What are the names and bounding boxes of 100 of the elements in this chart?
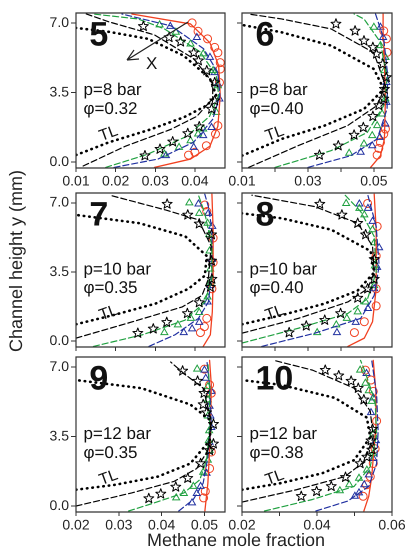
point — [194, 296, 205, 308]
point — [358, 492, 368, 501]
point — [360, 228, 372, 240]
x-tick-label: 0.04 — [148, 516, 176, 532]
point — [355, 488, 363, 496]
point — [200, 200, 210, 210]
point — [213, 48, 222, 58]
point — [366, 444, 378, 455]
point — [360, 210, 368, 218]
point — [196, 482, 205, 489]
point — [346, 375, 357, 386]
point — [206, 228, 217, 240]
point — [368, 254, 380, 264]
point — [216, 64, 225, 74]
point — [190, 148, 200, 157]
point — [155, 488, 166, 499]
y-tick-label: 0.0 — [50, 332, 70, 348]
point — [194, 130, 202, 137]
point — [194, 120, 205, 132]
point — [182, 308, 193, 318]
point — [361, 451, 372, 462]
point — [205, 426, 214, 434]
point — [314, 149, 325, 160]
point — [364, 304, 372, 311]
point — [206, 52, 214, 60]
x-tick-label: 0.03 — [294, 172, 322, 188]
point — [371, 48, 382, 59]
annotation: 6 — [256, 16, 274, 54]
y-tick-label: 0.0 — [50, 496, 70, 513]
point — [368, 273, 380, 284]
annotation: φ=0.38 — [250, 442, 304, 462]
point — [192, 375, 204, 386]
point — [366, 472, 375, 482]
point — [372, 251, 381, 260]
point — [376, 132, 384, 140]
annotation: 7 — [89, 196, 108, 234]
point — [175, 36, 186, 47]
point — [199, 49, 208, 56]
point — [378, 93, 390, 104]
point — [378, 109, 386, 116]
annotation: 8 — [256, 196, 274, 234]
point — [361, 378, 370, 386]
x-tick-label: 0.01 — [62, 172, 90, 188]
point — [205, 230, 214, 238]
point — [206, 103, 217, 114]
point — [369, 430, 378, 437]
point — [216, 58, 225, 68]
point — [352, 292, 364, 303]
point — [204, 444, 216, 456]
point — [370, 284, 378, 292]
annotation: 10 — [256, 360, 294, 398]
point — [367, 423, 378, 434]
point — [177, 365, 188, 376]
point — [352, 218, 364, 228]
point — [195, 308, 204, 315]
point — [199, 493, 208, 502]
point — [354, 307, 362, 314]
point — [379, 32, 388, 40]
point — [180, 489, 188, 496]
point — [296, 490, 307, 502]
point — [166, 22, 174, 29]
point — [336, 209, 348, 220]
y-tick-label: 0.0 — [50, 152, 70, 169]
point — [332, 140, 344, 150]
point — [362, 368, 370, 376]
annotation: TL — [96, 302, 120, 324]
point — [192, 489, 201, 496]
point — [210, 68, 219, 76]
annotation: p=12 bar — [250, 424, 318, 444]
point — [382, 98, 390, 105]
point — [342, 314, 351, 321]
point — [193, 54, 204, 66]
point — [311, 486, 322, 496]
point — [340, 472, 351, 482]
point — [362, 480, 371, 490]
point — [373, 100, 384, 110]
point — [161, 316, 172, 328]
point — [210, 130, 220, 139]
point — [300, 320, 312, 331]
point — [182, 209, 194, 220]
point — [379, 130, 388, 139]
point — [205, 464, 214, 473]
point — [198, 387, 210, 398]
point — [376, 138, 385, 147]
annotation: TL — [263, 122, 287, 145]
point — [335, 308, 346, 318]
point — [195, 208, 204, 216]
point — [368, 386, 378, 396]
point — [372, 301, 381, 310]
point — [372, 222, 382, 231]
annotation: TL — [263, 466, 287, 489]
point — [354, 458, 366, 468]
point — [174, 320, 182, 328]
point — [345, 480, 354, 488]
point — [284, 326, 295, 338]
point — [201, 406, 212, 418]
point — [213, 121, 222, 130]
point — [366, 376, 376, 385]
x-tick-label: 0.05 — [190, 516, 218, 532]
annotation: p=8 bar — [250, 80, 308, 100]
